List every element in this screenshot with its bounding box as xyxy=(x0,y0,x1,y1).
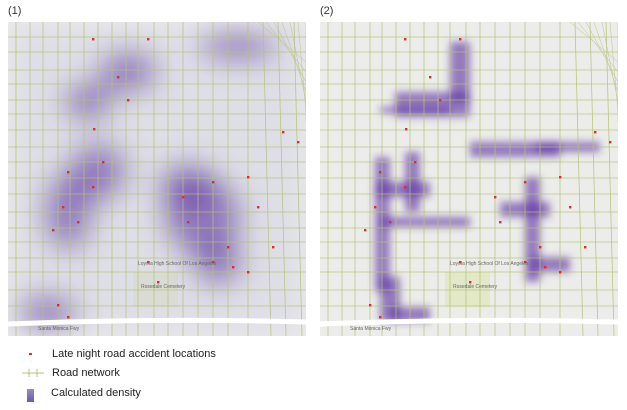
accident-point xyxy=(93,128,96,131)
accident-point xyxy=(187,221,190,224)
accident-point xyxy=(569,206,572,209)
accident-point xyxy=(459,38,462,41)
freeway xyxy=(8,317,306,327)
accident-point xyxy=(594,131,597,134)
panel-1-label: (1) xyxy=(8,5,22,17)
accident-point xyxy=(439,99,442,102)
density-blob xyxy=(198,32,278,62)
density-band xyxy=(450,42,470,102)
accident-point xyxy=(414,161,417,164)
accident-point xyxy=(559,271,562,274)
accident-point xyxy=(92,38,95,41)
accident-point xyxy=(212,181,215,184)
density-band xyxy=(405,152,420,212)
school-label: Loyola High School Of Los Angeles xyxy=(138,261,217,267)
cemetery-label: Rosedale Cemetery xyxy=(141,284,186,290)
accident-point xyxy=(57,304,60,307)
road-network xyxy=(320,22,618,336)
accident-point xyxy=(539,246,542,249)
accident-point xyxy=(67,316,70,319)
density-band xyxy=(470,142,560,157)
density-band xyxy=(380,217,470,227)
accident-point xyxy=(405,128,408,131)
density-band xyxy=(525,177,540,282)
accident-point xyxy=(147,261,150,264)
density-blob xyxy=(158,162,218,212)
accident-point xyxy=(52,229,55,232)
accident-point xyxy=(247,176,250,179)
accident-point xyxy=(127,99,130,102)
accident-point xyxy=(404,38,407,41)
density-map-1: Santa Monica Fwy Rosedale Cemetery Loyola … xyxy=(8,22,306,336)
freeway-label: Santa Monica Fwy xyxy=(350,326,392,332)
cemetery-label: Rosedale Cemetery xyxy=(453,284,498,290)
density-band xyxy=(530,257,570,272)
accident-point xyxy=(429,76,432,79)
density-blob xyxy=(193,237,243,287)
accident-point xyxy=(282,131,285,134)
accident-point xyxy=(524,181,527,184)
accident-point xyxy=(379,316,382,319)
accident-point xyxy=(364,229,367,232)
accident-point xyxy=(379,171,382,174)
accident-point xyxy=(524,261,527,264)
accident-point xyxy=(92,186,95,189)
panel-2-label: (2) xyxy=(320,5,334,17)
accident-point xyxy=(117,76,120,79)
accident-point xyxy=(272,246,275,249)
accident-point xyxy=(499,221,502,224)
accident-point xyxy=(369,304,372,307)
accident-point xyxy=(404,186,407,189)
accident-point xyxy=(212,261,215,264)
density-blob xyxy=(63,82,113,122)
density-swatch-icon xyxy=(27,389,34,402)
accident-point xyxy=(102,161,105,164)
density-band xyxy=(375,182,430,197)
accident-point xyxy=(494,196,497,199)
road-line-icon xyxy=(22,369,44,377)
accident-point xyxy=(182,196,185,199)
density-map-2: Santa Monica Fwy Rosedale Cemetery Loyola … xyxy=(320,22,618,336)
red-dot-icon xyxy=(29,353,32,355)
accident-point xyxy=(297,141,300,144)
density-band xyxy=(380,277,400,322)
accident-point xyxy=(227,246,230,249)
accident-point xyxy=(247,271,250,274)
accident-point xyxy=(77,221,80,224)
accident-point xyxy=(157,281,160,284)
accident-point xyxy=(389,221,392,224)
school-label: Loyola High School Of Los Angeles xyxy=(450,261,529,267)
accident-point xyxy=(67,171,70,174)
accident-point xyxy=(257,206,260,209)
freeway-label: Santa Monica Fwy xyxy=(38,326,80,332)
freeway xyxy=(320,317,618,327)
accident-point xyxy=(232,266,235,269)
density-blob xyxy=(98,50,158,94)
accident-point xyxy=(374,206,377,209)
cemetery-area xyxy=(445,272,490,307)
accident-point xyxy=(62,206,65,209)
accident-point xyxy=(147,38,150,41)
accident-point xyxy=(609,141,612,144)
accident-point xyxy=(469,281,472,284)
accident-point xyxy=(459,261,462,264)
accident-point xyxy=(584,246,587,249)
accident-point xyxy=(559,176,562,179)
road-network xyxy=(8,22,306,336)
accident-point xyxy=(544,266,547,269)
